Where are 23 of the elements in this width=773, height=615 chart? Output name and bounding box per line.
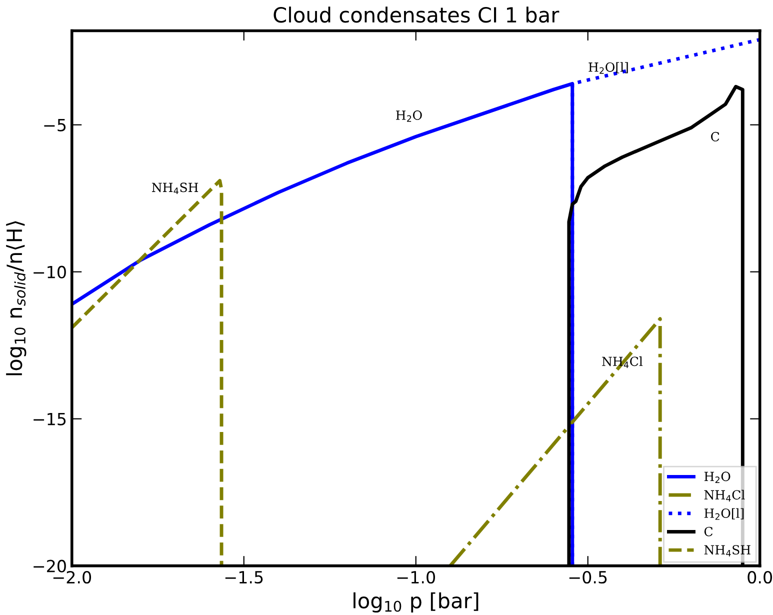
annotation: NH$_{4}$SH	[152, 182, 198, 194]
y-tick-label: −15	[34, 412, 66, 426]
y-tick-label: −20	[34, 560, 66, 572]
x-tick-label: −1.5	[225, 571, 263, 584]
x-tick-label: 0.0	[748, 570, 772, 584]
legend-label: NH$_{4}$Cl	[704, 490, 745, 502]
annotation: NH$_{4}$Cl	[602, 356, 643, 368]
line-series	[72, 178, 224, 566]
chart-title: Cloud condensates CI 1 bar	[274, 6, 560, 23]
annotation: H$_{2}$O	[396, 110, 422, 122]
y-tick-label: −10	[34, 266, 66, 278]
x-axis-title: log$_{10}$ p [bar]	[354, 592, 478, 613]
annotation: C	[711, 132, 720, 142]
x-tick-label: −2.0	[53, 570, 92, 584]
legend-label: H$_{2}$O	[704, 472, 730, 484]
x-tick-label: −0.5	[569, 570, 607, 584]
legend-label: C	[704, 526, 713, 536]
y-axis-title: log$_{10}$ n$_{solid}$/n⟨H⟩	[6, 221, 26, 376]
y-tick-label: −5	[44, 119, 66, 132]
annotation: H$_{2}$O[l]	[588, 62, 628, 74]
legend-label: NH$_{4}$SH	[704, 545, 750, 556]
legend-label: H$_{2}$O[l]	[704, 508, 744, 520]
x-tick-label: −1.0	[397, 570, 435, 584]
